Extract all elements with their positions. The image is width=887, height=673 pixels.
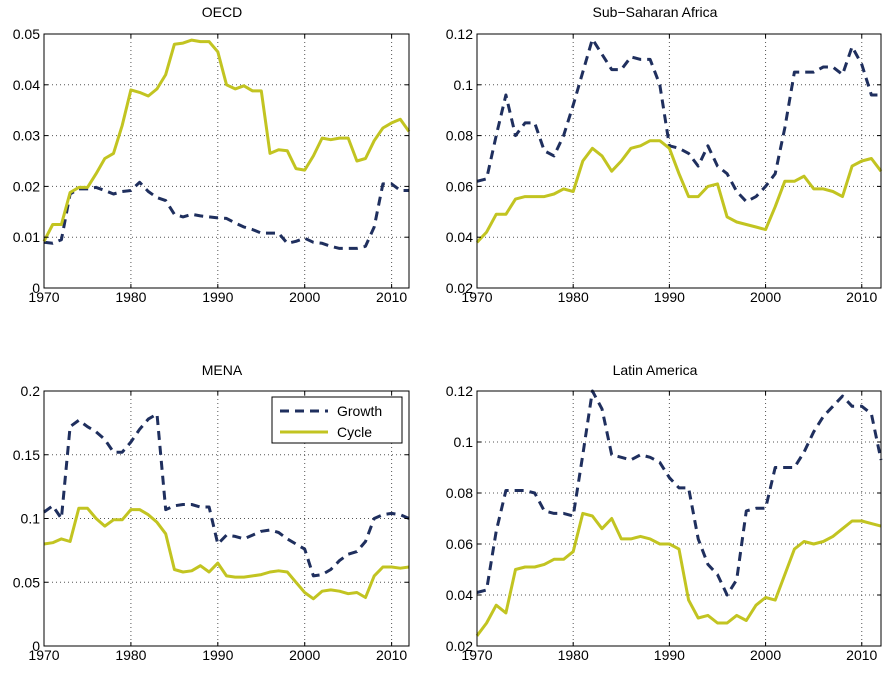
x-tick-label: 1990 — [202, 647, 233, 663]
axes-frame — [476, 33, 882, 289]
cycle-series-line — [475, 511, 882, 637]
x-tick-label: 1980 — [115, 289, 146, 305]
growth-series-line — [476, 389, 883, 597]
panel-title: Latin America — [613, 362, 698, 378]
y-tick-label: 0.12 — [446, 383, 473, 399]
y-tick-label: 0.04 — [446, 229, 473, 245]
panel-title: OECD — [202, 4, 242, 20]
growth-series-line — [476, 37, 881, 204]
x-tick-label: 2000 — [289, 289, 320, 305]
x-tick-label: 1990 — [202, 289, 233, 305]
y-tick-label: 0.02 — [13, 178, 40, 194]
plot-area: 1970 1980 1990 2000 2010 0.02 0.04 0.06 0.08 0.1 0… — [446, 26, 883, 305]
x-tick-label: 1970 — [461, 289, 492, 305]
x-tick-label: 2010 — [846, 647, 877, 663]
y-tick-label: 0.15 — [13, 447, 40, 463]
y-tick-label: 0 — [32, 280, 40, 296]
y-tick-label: 0.06 — [446, 178, 473, 194]
axes-frame — [43, 33, 410, 289]
panel-sub-saharan-africa: 1970 1980 1990 2000 2010 0.02 0.04 0.06 0.08 0.1 0… — [446, 4, 883, 305]
x-tick-label: 2000 — [750, 289, 781, 305]
x-tick-label: 2010 — [376, 647, 407, 663]
x-tick-label: 1990 — [654, 289, 685, 305]
x-tick-label: 1970 — [28, 289, 59, 305]
x-tick-label: 1980 — [558, 647, 589, 663]
y-tick-label: 0 — [32, 638, 40, 654]
x-tick-label: 1970 — [28, 647, 59, 663]
y-tick-label: 0.2 — [21, 383, 41, 399]
y-tick-label: 0.05 — [13, 26, 40, 42]
x-tick-label: 2010 — [846, 289, 877, 305]
y-tick-label: 0.02 — [446, 280, 473, 296]
legend-cycle-label: Cycle — [337, 424, 372, 440]
y-tick-label: 0.05 — [13, 574, 40, 590]
y-tick-label: 0.06 — [446, 536, 473, 552]
plot-area: 1970 1980 1990 2000 2010 0 0.05 0.1 0.15 0.2 — [13, 383, 410, 663]
y-tick-label: 0.03 — [13, 128, 40, 144]
panel-mena: 1970 1980 1990 2000 2010 0 0.05 0.1 0.15 0.2 MENA… — [13, 362, 410, 663]
x-tick-label: 2010 — [376, 289, 407, 305]
panel-title: MENA — [202, 362, 243, 378]
y-tick-label: 0.04 — [446, 587, 473, 603]
x-tick-label: 1980 — [115, 647, 146, 663]
x-tick-label: 1990 — [654, 647, 685, 663]
y-tick-label: 0.12 — [446, 26, 473, 42]
x-tick-label: 2000 — [750, 647, 781, 663]
y-tick-label: 0.08 — [446, 128, 473, 144]
plot-area: 1970 1980 1990 2000 2010 0 0.01 0.02 0.03 0.04 0.0… — [13, 26, 411, 305]
legend-growth-label: Growth — [337, 403, 382, 419]
y-tick-label: 0.04 — [13, 77, 40, 93]
growth-series-line — [43, 180, 409, 250]
plot-area: 1970 1980 1990 2000 2010 0.02 0.04 0.06 0.08 0.1 0… — [446, 383, 883, 663]
legend-box — [271, 396, 403, 444]
cycle-series-line — [475, 139, 883, 244]
y-tick-label: 0.08 — [446, 485, 473, 501]
x-tick-label: 1970 — [461, 647, 492, 663]
y-tick-label: 0.02 — [446, 638, 473, 654]
cycle-series-line — [43, 506, 410, 601]
legend: Growth Cycle — [271, 396, 403, 444]
y-tick-label: 0.1 — [21, 511, 41, 527]
panel-oecd: 1970 1980 1990 2000 2010 0 0.01 0.02 0.03 0.04 0.0… — [13, 4, 411, 305]
y-tick-label: 0.1 — [454, 434, 474, 450]
cycle-series-line — [42, 38, 411, 242]
y-tick-label: 0.01 — [13, 229, 40, 245]
panel-latin-america: 1970 1980 1990 2000 2010 0.02 0.04 0.06 0.08 0.1 0… — [446, 362, 883, 663]
y-tick-label: 0.1 — [454, 77, 474, 93]
x-tick-label: 2000 — [289, 647, 320, 663]
panel-title: Sub−Saharan Africa — [593, 4, 718, 20]
axes-frame — [476, 390, 882, 647]
x-tick-label: 1980 — [558, 289, 589, 305]
